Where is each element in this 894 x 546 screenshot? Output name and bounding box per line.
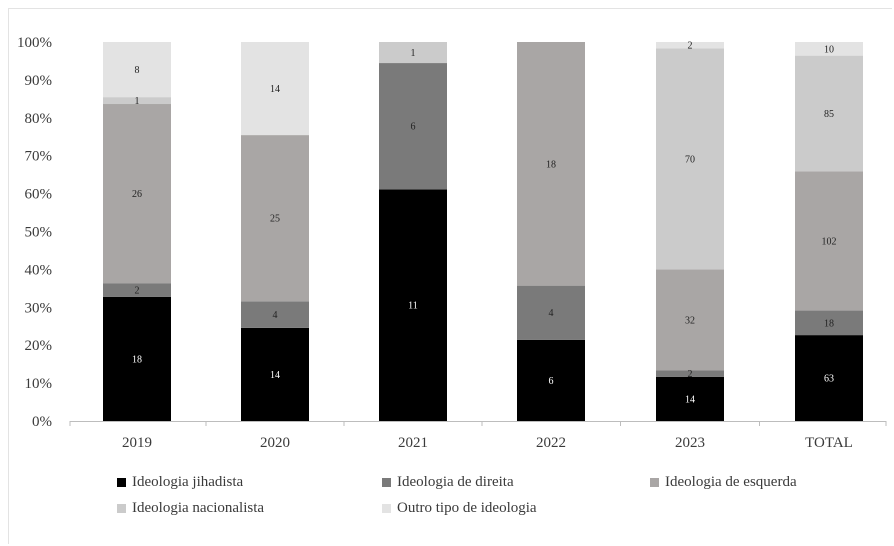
data-label: 2 — [135, 286, 140, 297]
legend-label: Ideologia jihadista — [132, 474, 243, 491]
y-tick-label: 80% — [25, 111, 53, 127]
legend-label: Ideologia de esquerda — [665, 474, 797, 491]
data-label: 63 — [824, 374, 834, 385]
x-tick-label: 2021 — [398, 435, 428, 451]
data-label: 6 — [549, 376, 554, 387]
y-tick-label: 0% — [32, 414, 52, 430]
x-tick-label: 2023 — [675, 435, 705, 451]
data-label: 18 — [546, 159, 556, 170]
legend-item-outro: Outro tipo de ideologia — [382, 500, 537, 517]
x-tick-label: 2019 — [122, 435, 152, 451]
data-label: 26 — [132, 189, 142, 200]
data-label: 25 — [270, 214, 280, 225]
legend-label: Ideologia nacionalista — [132, 500, 264, 517]
legend-swatch — [382, 504, 391, 513]
data-label: 2 — [688, 369, 693, 380]
data-label: 1 — [135, 96, 140, 107]
legend-item-jihadista: Ideologia jihadista — [117, 474, 243, 491]
legend-swatch — [117, 478, 126, 487]
data-label: 18 — [132, 354, 142, 365]
legend-label: Outro tipo de ideologia — [397, 500, 537, 517]
data-label: 85 — [824, 109, 834, 120]
data-label: 2 — [688, 41, 693, 52]
data-label: 8 — [135, 65, 140, 76]
data-label: 14 — [270, 370, 280, 381]
y-tick-label: 50% — [25, 225, 53, 241]
x-axis: 2019 2020 2021 2022 2023 TOTAL — [70, 421, 886, 451]
data-label: 6 — [411, 122, 416, 133]
legend-swatch — [382, 478, 391, 487]
data-label: 10 — [824, 44, 834, 55]
x-tick-label: 2022 — [536, 435, 566, 451]
x-tick-label: 2020 — [260, 435, 290, 451]
y-tick-label: 10% — [25, 376, 53, 392]
y-tick-label: 70% — [25, 149, 53, 165]
data-label: 11 — [408, 301, 418, 312]
data-label: 70 — [685, 154, 695, 165]
bars: 1822618144251411616418142327026318102851… — [103, 41, 863, 421]
legend-swatch — [650, 478, 659, 487]
legend-swatch — [117, 504, 126, 513]
y-tick-label: 40% — [25, 262, 53, 278]
legend-item-esquerda: Ideologia de esquerda — [650, 474, 797, 491]
y-tick-label: 60% — [25, 187, 53, 203]
data-label: 32 — [685, 315, 695, 326]
y-tick-label: 90% — [25, 73, 53, 89]
legend-label: Ideologia de direita — [397, 474, 514, 491]
y-axis: 0% 10% 20% 30% 40% 50% 60% 70% 80% 90% 100% — [17, 35, 52, 430]
data-label: 1 — [411, 48, 416, 59]
data-label: 18 — [824, 318, 834, 329]
legend-item-direita: Ideologia de direita — [382, 474, 514, 491]
y-tick-label: 20% — [25, 338, 53, 354]
y-tick-label: 100% — [17, 35, 52, 51]
data-label: 14 — [685, 394, 695, 405]
x-tick-label: TOTAL — [805, 435, 853, 451]
legend-item-nacionalista: Ideologia nacionalista — [117, 500, 264, 517]
y-tick-label: 30% — [25, 300, 53, 316]
data-label: 4 — [549, 308, 554, 319]
data-label: 14 — [270, 84, 280, 95]
data-label: 102 — [822, 237, 837, 248]
data-label: 4 — [273, 310, 278, 321]
